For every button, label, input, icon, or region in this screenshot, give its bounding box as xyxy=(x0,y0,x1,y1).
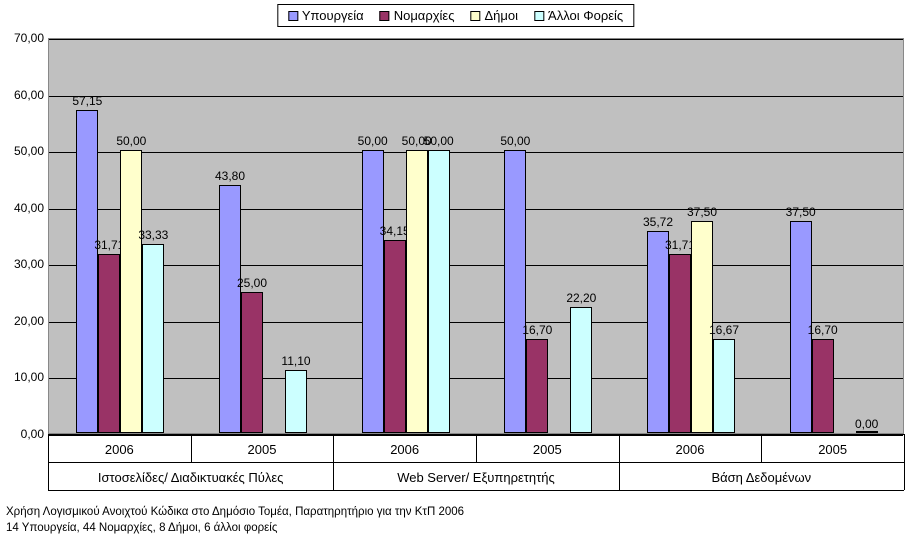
legend-label: Νομαρχίες xyxy=(394,8,455,23)
bar-value-label: 37,50 xyxy=(687,205,717,219)
bar-value-label: 25,00 xyxy=(237,276,267,290)
bar-value-label: 0,00 xyxy=(855,417,878,431)
legend-item: Άλλοι Φορείς xyxy=(534,8,623,23)
legend-swatch-1 xyxy=(380,11,390,21)
legend: Υπουργεία Νομαρχίες Δήμοι Άλλοι Φορείς xyxy=(277,4,634,27)
bar-value-label: 50,00 xyxy=(424,134,454,148)
gridline xyxy=(49,152,903,153)
bar-value-label: 43,80 xyxy=(215,169,245,183)
x-tick xyxy=(191,434,192,462)
bar-value-label: 37,50 xyxy=(786,205,816,219)
bar xyxy=(241,292,263,433)
bar-value-label: 35,72 xyxy=(643,215,673,229)
legend-item: Υπουργεία xyxy=(288,8,364,23)
gridline xyxy=(49,378,903,379)
bar xyxy=(812,339,834,433)
y-axis-label: 60,00 xyxy=(4,88,44,102)
y-axis-label: 70,00 xyxy=(4,31,44,45)
x-category-label: Βάση Δεδομένων xyxy=(619,463,904,491)
bar xyxy=(713,339,735,433)
bar xyxy=(98,254,120,433)
bar xyxy=(285,370,307,433)
x-axis-border xyxy=(48,490,904,491)
bar-value-label: 11,10 xyxy=(281,354,310,368)
y-axis-label: 50,00 xyxy=(4,144,44,158)
bar-value-label: 16,67 xyxy=(709,323,739,337)
x-year-label: 2005 xyxy=(476,435,619,463)
legend-item: Νομαρχίες xyxy=(380,8,455,23)
x-tick xyxy=(761,434,762,462)
footnote-line-2: 14 Υπουργεία, 44 Νομαρχίες, 8 Δήμοι, 6 ά… xyxy=(6,522,277,534)
y-axis-label: 10,00 xyxy=(4,370,44,384)
bar xyxy=(76,110,98,433)
bar xyxy=(362,150,384,433)
bar-value-label: 50,00 xyxy=(500,134,530,148)
bar-value-label: 50,00 xyxy=(116,134,146,148)
bar xyxy=(526,339,548,433)
y-axis-label: 0,00 xyxy=(4,427,44,441)
gridline xyxy=(49,265,903,266)
bar xyxy=(219,185,241,433)
bar xyxy=(669,254,691,433)
bar-value-label: 57,15 xyxy=(72,94,102,108)
bar-value-label: 50,00 xyxy=(358,134,388,148)
bar xyxy=(647,231,669,433)
legend-swatch-2 xyxy=(471,11,481,21)
bar xyxy=(570,307,592,433)
bar-value-label: 16,70 xyxy=(808,323,838,337)
x-year-label: 2006 xyxy=(333,435,476,463)
x-tick xyxy=(619,434,620,490)
legend-label: Υπουργεία xyxy=(302,8,364,23)
bar xyxy=(142,244,164,433)
legend-item: Δήμοι xyxy=(471,8,519,23)
x-year-label: 2006 xyxy=(619,435,762,463)
x-tick xyxy=(48,434,49,490)
legend-swatch-3 xyxy=(534,11,544,21)
x-tick xyxy=(333,434,334,490)
x-tick xyxy=(476,434,477,462)
bar xyxy=(120,150,142,433)
x-category-label: Web Server/ Εξυπηρετητής xyxy=(333,463,618,491)
bar xyxy=(856,431,878,433)
legend-label: Δήμοι xyxy=(485,8,519,23)
legend-swatch-0 xyxy=(288,11,298,21)
footnote-line-1: Χρήση Λογισμικού Ανοιχτού Κώδικα στο Δημ… xyxy=(6,506,464,518)
gridline xyxy=(49,39,903,40)
x-tick xyxy=(904,434,905,490)
bar xyxy=(384,240,406,433)
legend-label: Άλλοι Φορείς xyxy=(548,8,623,23)
x-year-label: 2006 xyxy=(48,435,191,463)
gridline xyxy=(49,322,903,323)
x-category-label: Ιστοσελίδες/ Διαδικτυακές Πύλες xyxy=(48,463,333,491)
x-year-label: 2005 xyxy=(191,435,334,463)
y-axis-label: 20,00 xyxy=(4,314,44,328)
chart-area: 57,1531,7150,0033,3343,8025,0011,1050,00… xyxy=(6,38,904,478)
y-axis-label: 40,00 xyxy=(4,201,44,215)
x-year-label: 2005 xyxy=(761,435,904,463)
bar-value-label: 22,20 xyxy=(566,291,596,305)
bar xyxy=(504,150,526,433)
bar-value-label: 16,70 xyxy=(522,323,552,337)
y-axis-label: 30,00 xyxy=(4,257,44,271)
bar xyxy=(428,150,450,433)
gridline xyxy=(49,209,903,210)
plot-area: 57,1531,7150,0033,3343,8025,0011,1050,00… xyxy=(48,38,904,434)
x-axis-categories: Ιστοσελίδες/ Διαδικτυακές ΠύλεςWeb Serve… xyxy=(48,462,904,490)
gridline xyxy=(49,96,903,97)
bar-value-label: 33,33 xyxy=(138,228,168,242)
bar xyxy=(406,150,428,433)
